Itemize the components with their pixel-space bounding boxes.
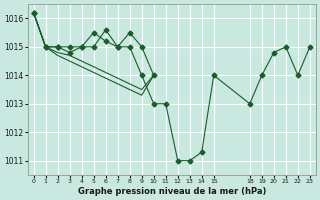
X-axis label: Graphe pression niveau de la mer (hPa): Graphe pression niveau de la mer (hPa) xyxy=(77,187,266,196)
